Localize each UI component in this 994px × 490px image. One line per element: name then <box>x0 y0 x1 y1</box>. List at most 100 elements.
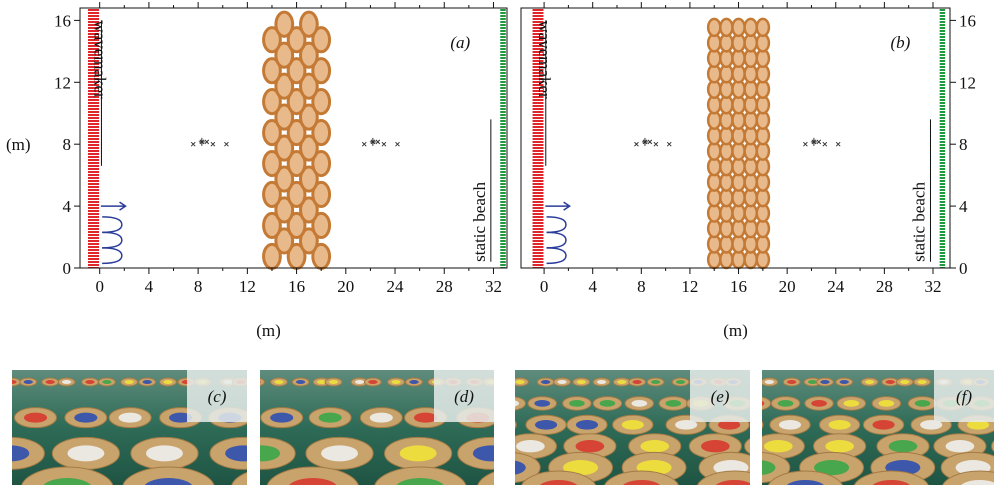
photo-disc-mark <box>889 440 918 452</box>
photo-disc-mark <box>516 440 545 452</box>
photo-disc-mark <box>825 440 854 452</box>
disc <box>745 19 757 36</box>
photo-disc-mark <box>701 440 730 452</box>
photo-disc-mark <box>640 440 669 452</box>
photo-disc-mark <box>576 420 598 430</box>
photo-label: (f) <box>956 387 972 406</box>
wave-probe <box>362 142 366 146</box>
photo-disc-mark <box>946 440 975 452</box>
wave-probe <box>382 142 386 146</box>
photo-disc-mark <box>85 380 94 384</box>
photo-disc-mark <box>368 380 377 384</box>
x-tick-label: 4 <box>588 277 597 296</box>
photo-disc-mark <box>778 400 794 407</box>
wave-arrow <box>101 202 126 210</box>
x-axis-label: (m) <box>723 321 748 340</box>
photo-disc-mark <box>62 380 71 384</box>
photo-disc-mark <box>569 400 585 407</box>
photo-disc-mark <box>409 380 418 384</box>
photo-disc-mark <box>787 380 796 384</box>
wave-symbol <box>102 232 122 247</box>
figure: wavemakerstatic beach0481216202428320481… <box>0 0 994 485</box>
photo-disc-mark <box>811 400 827 407</box>
x-axis-label: (m) <box>256 321 281 340</box>
photo-disc-mark <box>840 380 849 384</box>
y-tick-label: 8 <box>959 135 968 154</box>
beach-bar <box>940 8 945 268</box>
x-tick-label: 28 <box>436 277 453 296</box>
wave-symbol <box>102 248 122 263</box>
photo-disc-mark <box>24 413 47 423</box>
photo-disc-mark <box>251 380 260 384</box>
wave-probe <box>642 138 648 146</box>
photo-disc-mark <box>503 400 519 407</box>
x-tick-label: 0 <box>540 277 549 296</box>
photo-disc-mark <box>46 380 55 384</box>
photo-disc-mark <box>820 380 829 384</box>
wave-probe <box>817 140 821 144</box>
x-tick-label: 32 <box>924 277 941 296</box>
photo-disc-mark <box>534 400 550 407</box>
photo-disc-mark <box>370 413 393 423</box>
photo-disc <box>248 378 265 386</box>
photo-disc-mark <box>779 420 801 430</box>
y-tick-label: 12 <box>54 73 71 92</box>
y-tick-label: 0 <box>959 259 968 278</box>
wave-probe <box>654 142 658 146</box>
wave-symbol <box>547 217 566 232</box>
photo-disc-mark <box>765 380 774 384</box>
y-tick-label: 16 <box>54 11 71 30</box>
x-tick-label: 20 <box>779 277 796 296</box>
photo-disc <box>498 378 515 386</box>
wave-probe <box>224 142 228 146</box>
wavemaker-label: wavemaker <box>535 20 554 99</box>
photo-disc-mark <box>865 380 874 384</box>
x-tick-label: 24 <box>387 277 405 296</box>
x-tick-label: 4 <box>145 277 154 296</box>
panel: wavemakerstatic beach0481216202428320481… <box>521 2 976 340</box>
disc <box>301 12 318 36</box>
wave-symbol <box>547 232 566 247</box>
x-tick-label: 20 <box>337 277 354 296</box>
x-tick-label: 28 <box>876 277 893 296</box>
photo-disc-mark <box>355 380 364 384</box>
photo-disc-mark <box>676 380 685 384</box>
photo-disc-mark <box>577 380 586 384</box>
wave-probe <box>376 140 380 144</box>
beach-bar <box>500 8 506 268</box>
photo-disc-mark <box>651 380 660 384</box>
photo-disc-mark <box>67 445 104 461</box>
photo-disc-mark <box>414 413 437 423</box>
photo-label: (d) <box>454 387 474 406</box>
y-tick-label: 0 <box>63 259 72 278</box>
photo-disc-mark <box>622 420 644 430</box>
disc <box>720 19 732 36</box>
photo-disc-mark <box>319 413 342 423</box>
photo-disc-mark <box>146 445 183 461</box>
x-tick-label: 12 <box>239 277 256 296</box>
wave-arrow <box>545 202 569 210</box>
photo-disc-mark <box>515 380 524 384</box>
photo-disc-mark <box>24 380 33 384</box>
wave-symbol <box>547 248 566 263</box>
wave-symbol <box>102 217 122 232</box>
photo-disc-mark <box>502 380 511 384</box>
beach-label: static beach <box>909 182 928 262</box>
photo-disc-mark <box>872 420 894 430</box>
photo-disc-mark <box>119 413 142 423</box>
photo-disc-mark <box>749 400 765 407</box>
wave-probe <box>823 142 827 146</box>
photo-disc-mark <box>143 380 152 384</box>
photo-disc-mark <box>491 460 526 475</box>
photo-label: (e) <box>711 387 730 406</box>
photo-disc-mark <box>597 380 606 384</box>
photo-disc-mark <box>808 380 817 384</box>
x-tick-label: 16 <box>730 277 747 296</box>
photo-disc-mark <box>843 400 859 407</box>
y-tick-label: 4 <box>63 197 72 216</box>
photo-disc-mark <box>829 420 851 430</box>
wave-probe <box>648 140 652 144</box>
photo-disc-mark <box>557 380 566 384</box>
photo-label: (c) <box>208 387 227 406</box>
